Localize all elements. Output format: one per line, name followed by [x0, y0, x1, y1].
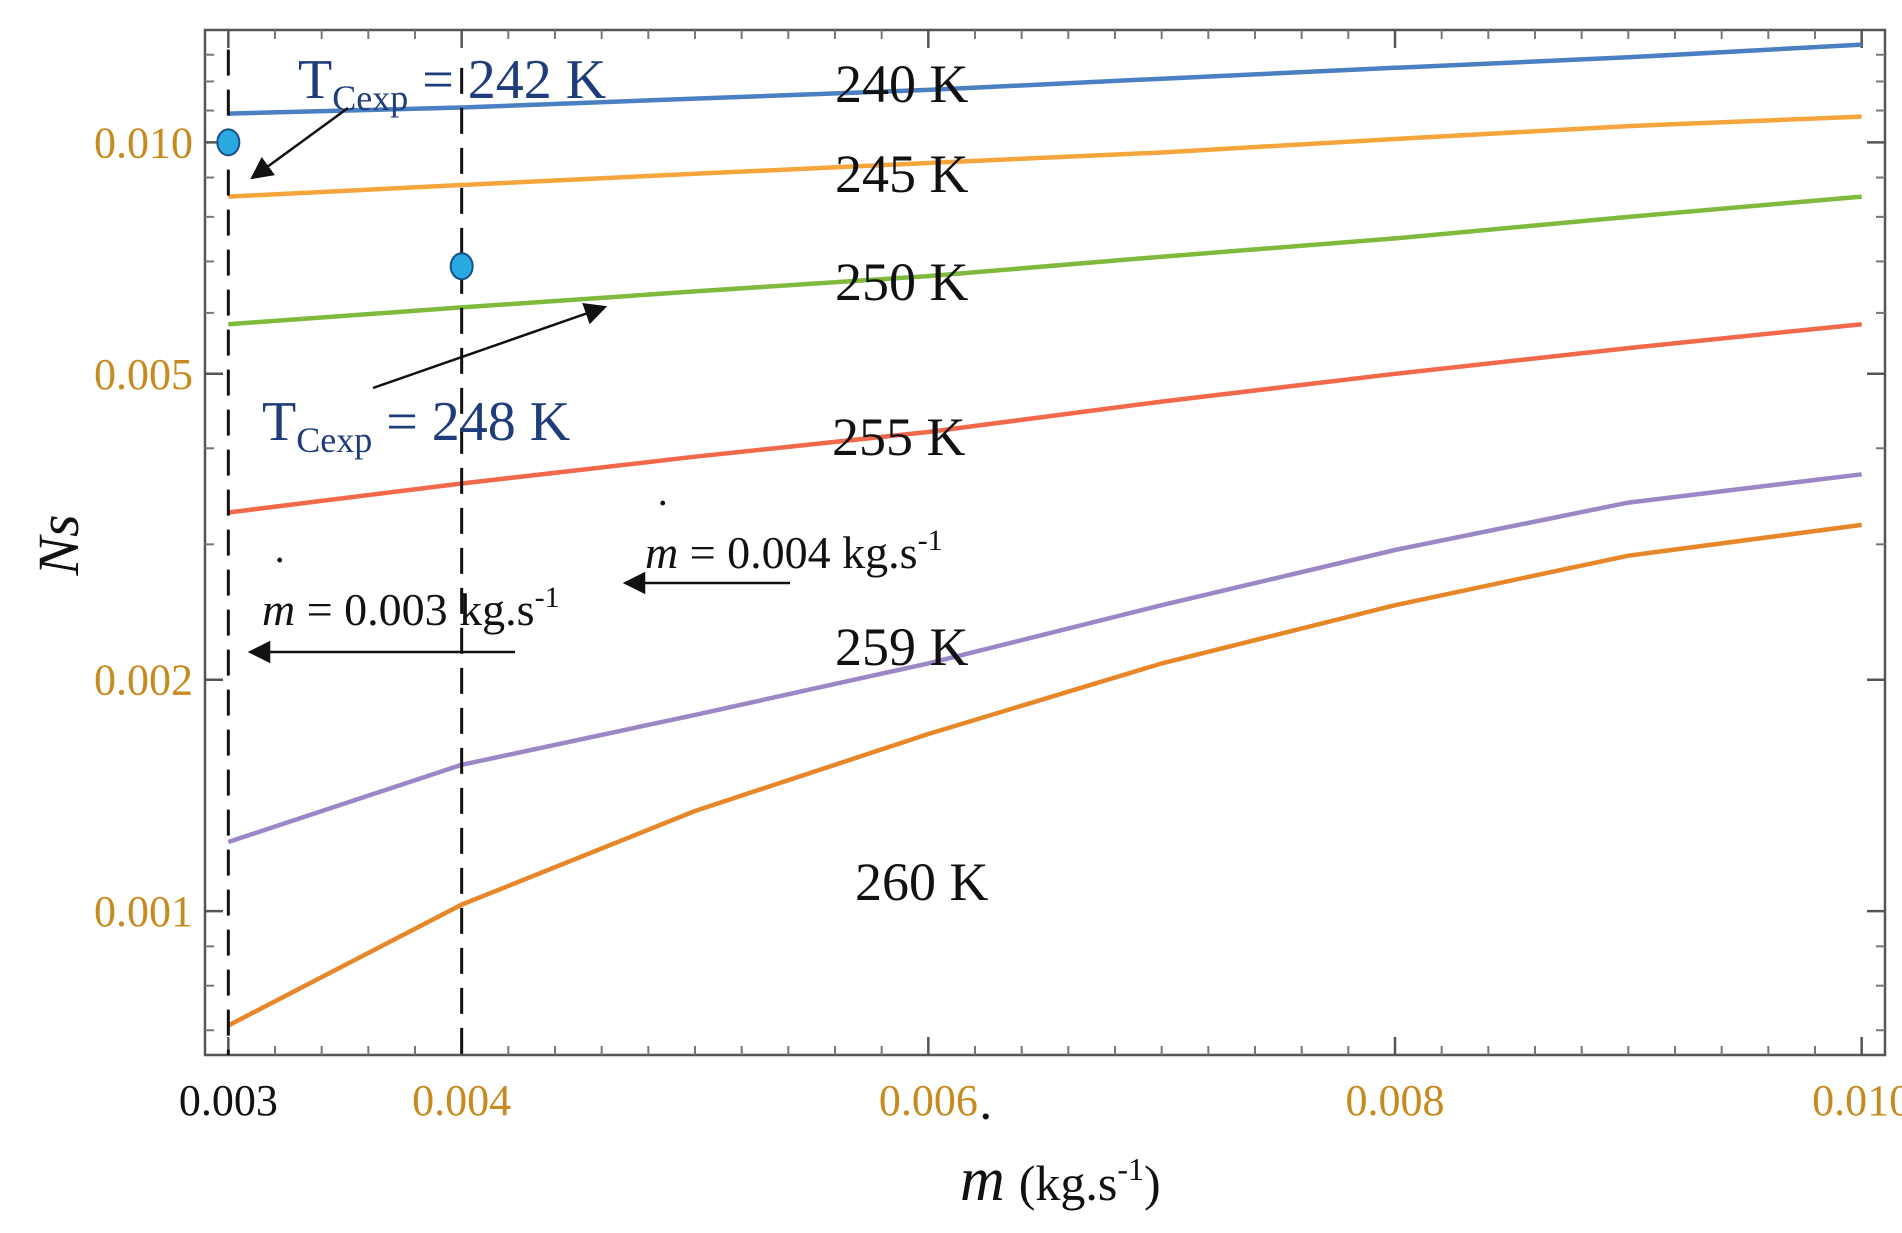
- y-tick-label: 0.005: [94, 350, 193, 399]
- annot-0003-m: m: [262, 584, 295, 635]
- annotation-tcexp-242: TCexp = 242 K: [298, 49, 606, 118]
- annot-0004-exp: -1: [918, 524, 943, 557]
- label-240K: 240 K: [835, 54, 969, 114]
- annot-0004-m: m: [645, 527, 678, 578]
- arrow-248: [372, 303, 608, 390]
- mdot-dot-0004: ˙: [655, 490, 670, 541]
- x-title-unit: (kg.s: [1019, 1155, 1118, 1211]
- series-line-245K: [228, 114, 1862, 199]
- x-tick-label: 0.003: [179, 1076, 278, 1125]
- x-tick-label: 0.008: [1346, 1076, 1445, 1125]
- annot-0004-rest: = 0.004 kg.s: [678, 527, 917, 578]
- series-line-259K: [227, 472, 1862, 845]
- label-260K: 260 K: [855, 852, 989, 912]
- x-tick-label: 0.004: [412, 1076, 511, 1125]
- experimental-point-1: [449, 252, 474, 281]
- experimental-point-0: [216, 128, 241, 157]
- annotation-mdot-0003: m = 0.003 kg.s-1: [262, 581, 560, 635]
- series-line-240K: [228, 42, 1862, 116]
- annot-0003-rest: = 0.003 kg.s: [295, 584, 534, 635]
- series-line-255K: [228, 321, 1862, 515]
- x-axis-title: m (kg.s-1): [960, 1146, 1161, 1214]
- annot-248-t: T: [262, 391, 296, 453]
- annot-248-rest: = 248 K: [372, 391, 570, 453]
- experimental-points: [216, 128, 474, 281]
- annotation-mdot-0004: m = 0.004 kg.s-1: [645, 524, 943, 578]
- label-250K: 250 K: [835, 252, 969, 312]
- annot-242-t: T: [298, 49, 332, 111]
- y-tick-label: 0.010: [94, 118, 193, 167]
- y-tick-label: 0.002: [94, 656, 193, 705]
- x-tick-label: 0.006: [879, 1076, 978, 1125]
- arrow-242: [250, 106, 349, 180]
- annot-0003-exp: -1: [535, 581, 560, 614]
- annot-248-sub: Cexp: [296, 420, 372, 460]
- label-255K: 255 K: [832, 407, 966, 467]
- x-title-unit-exp: -1: [1117, 1151, 1144, 1187]
- axis-ticks: 0.003 0.004 0.006 0.008 0.010 0.001 0.002 0.005…: [94, 30, 1902, 1125]
- series-line-250K: [228, 194, 1862, 327]
- plot-frame: [203, 28, 1887, 1057]
- annotation-tcexp-248: TCexp = 248 K: [262, 391, 570, 460]
- annot-242-rest: = 242 K: [408, 49, 606, 111]
- x-title-dot: ˙: [976, 1100, 995, 1165]
- y-axis-title: Ns: [26, 514, 91, 576]
- mdot-dot-0003: ˙: [272, 547, 287, 598]
- x-title-symbol: m: [960, 1146, 1005, 1214]
- series-group: [227, 42, 1862, 1028]
- series-line-260K: [227, 522, 1862, 1028]
- label-245K: 245 K: [835, 144, 969, 204]
- label-259K: 259 K: [835, 617, 969, 677]
- x-tick-label: 0.010: [1812, 1076, 1902, 1125]
- y-tick-label: 0.001: [94, 887, 193, 936]
- x-title-unit-close: ): [1144, 1155, 1161, 1211]
